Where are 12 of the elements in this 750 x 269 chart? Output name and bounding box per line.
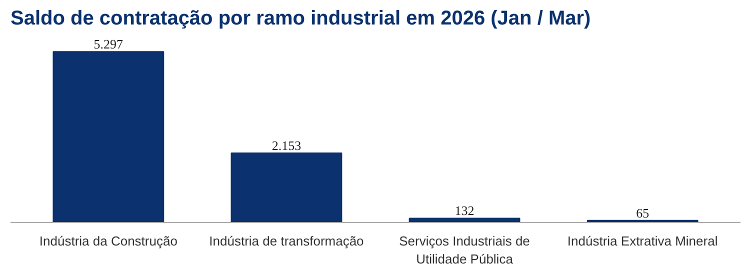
data-label: 132 (454, 203, 474, 218)
data-label: 2.153 (272, 138, 302, 154)
bar (52, 51, 164, 222)
data-label: 65 (636, 205, 650, 220)
x-tick-label: Indústria Extrativa Mineral (567, 234, 718, 248)
x-tick-label: Indústria da Construção (39, 234, 178, 248)
x-tick-label: Indústria de transformação (209, 234, 364, 248)
data-label: 5.297 (94, 36, 124, 52)
bar (408, 218, 520, 222)
chart-title: Saldo de contratação por ramo industrial em 2026 (Jan / Mar) (10, 8, 591, 30)
x-tick-label: Serviços Industriais de Utilidade Pública (399, 234, 530, 266)
bar (230, 152, 342, 222)
